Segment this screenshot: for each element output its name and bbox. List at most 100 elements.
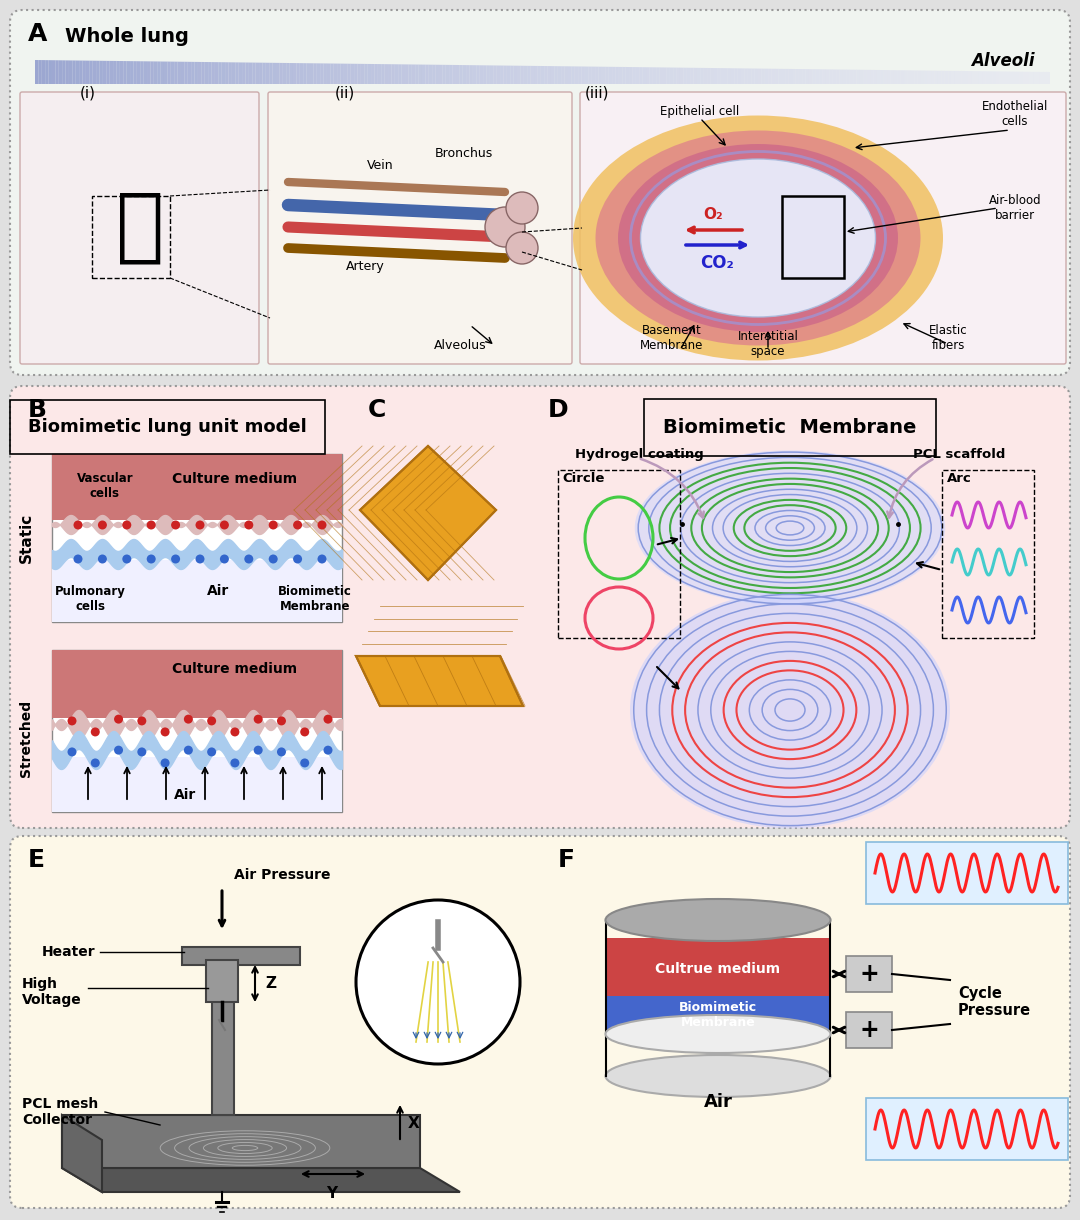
Polygon shape (399, 65, 402, 84)
Circle shape (276, 748, 286, 756)
Polygon shape (52, 60, 55, 84)
Polygon shape (66, 60, 69, 84)
Polygon shape (449, 65, 453, 84)
Text: B: B (28, 398, 48, 422)
Text: Interstitial
space: Interstitial space (738, 329, 798, 357)
Circle shape (220, 521, 229, 529)
Circle shape (300, 727, 309, 737)
Text: O₂: O₂ (703, 207, 723, 222)
Polygon shape (910, 71, 914, 84)
Polygon shape (874, 70, 877, 84)
Circle shape (147, 521, 156, 529)
Text: Culture medium: Culture medium (173, 662, 298, 676)
Polygon shape (687, 67, 690, 84)
Polygon shape (497, 66, 500, 84)
Polygon shape (1029, 72, 1034, 84)
Polygon shape (490, 66, 494, 84)
Polygon shape (167, 61, 171, 84)
Polygon shape (612, 67, 616, 84)
Polygon shape (229, 62, 232, 84)
Text: Cultrue medium: Cultrue medium (656, 963, 781, 976)
Polygon shape (337, 63, 340, 84)
Polygon shape (205, 62, 208, 84)
Polygon shape (76, 61, 79, 84)
Polygon shape (117, 61, 120, 84)
Polygon shape (473, 65, 476, 84)
Polygon shape (568, 66, 571, 84)
Bar (183, 947, 300, 965)
Circle shape (98, 521, 107, 529)
Text: Bronchus: Bronchus (435, 146, 494, 160)
Text: +: + (859, 963, 879, 986)
Text: Hydrogel coating: Hydrogel coating (575, 448, 704, 461)
Text: Arc: Arc (947, 472, 972, 486)
Polygon shape (1020, 72, 1023, 84)
Polygon shape (110, 61, 113, 84)
Polygon shape (1047, 72, 1050, 84)
Polygon shape (697, 68, 700, 84)
Polygon shape (904, 71, 907, 84)
Polygon shape (378, 65, 381, 84)
Polygon shape (544, 66, 548, 84)
Circle shape (171, 521, 180, 529)
Polygon shape (39, 60, 42, 84)
Polygon shape (741, 68, 744, 84)
Polygon shape (690, 68, 693, 84)
Polygon shape (894, 71, 897, 84)
Polygon shape (435, 65, 438, 84)
Polygon shape (49, 60, 52, 84)
Polygon shape (972, 71, 975, 84)
Polygon shape (823, 70, 826, 84)
Polygon shape (212, 62, 215, 84)
Polygon shape (693, 68, 697, 84)
Circle shape (122, 521, 132, 529)
Polygon shape (470, 65, 473, 84)
Polygon shape (367, 63, 372, 84)
Polygon shape (324, 63, 327, 84)
Polygon shape (524, 66, 527, 84)
Polygon shape (616, 67, 619, 84)
Polygon shape (266, 62, 269, 84)
Polygon shape (792, 70, 795, 84)
Polygon shape (799, 70, 802, 84)
Polygon shape (372, 63, 375, 84)
Circle shape (161, 759, 170, 767)
Polygon shape (812, 70, 815, 84)
Polygon shape (958, 71, 961, 84)
Circle shape (485, 207, 525, 246)
Polygon shape (836, 70, 839, 84)
Polygon shape (897, 71, 901, 84)
Polygon shape (551, 66, 554, 84)
Polygon shape (218, 62, 221, 84)
Polygon shape (507, 66, 510, 84)
Polygon shape (1034, 72, 1037, 84)
Polygon shape (45, 60, 49, 84)
Text: Culture medium: Culture medium (173, 472, 298, 486)
Polygon shape (839, 70, 842, 84)
Bar (606, 996, 831, 1035)
Polygon shape (666, 67, 670, 84)
Polygon shape (438, 65, 443, 84)
Polygon shape (788, 68, 792, 84)
Polygon shape (99, 61, 103, 84)
Text: Vein: Vein (367, 159, 393, 172)
Polygon shape (856, 70, 860, 84)
Polygon shape (486, 66, 490, 84)
Polygon shape (809, 70, 812, 84)
Ellipse shape (630, 592, 950, 828)
Circle shape (356, 900, 519, 1064)
Polygon shape (779, 68, 782, 84)
Polygon shape (975, 71, 978, 84)
Circle shape (293, 555, 302, 564)
Polygon shape (883, 70, 887, 84)
Polygon shape (405, 65, 408, 84)
Text: (i): (i) (80, 85, 96, 101)
Circle shape (324, 715, 333, 723)
Polygon shape (225, 62, 229, 84)
Polygon shape (734, 68, 738, 84)
Polygon shape (761, 68, 765, 84)
Polygon shape (707, 68, 711, 84)
Polygon shape (215, 62, 218, 84)
Polygon shape (961, 71, 966, 84)
Polygon shape (966, 71, 969, 84)
